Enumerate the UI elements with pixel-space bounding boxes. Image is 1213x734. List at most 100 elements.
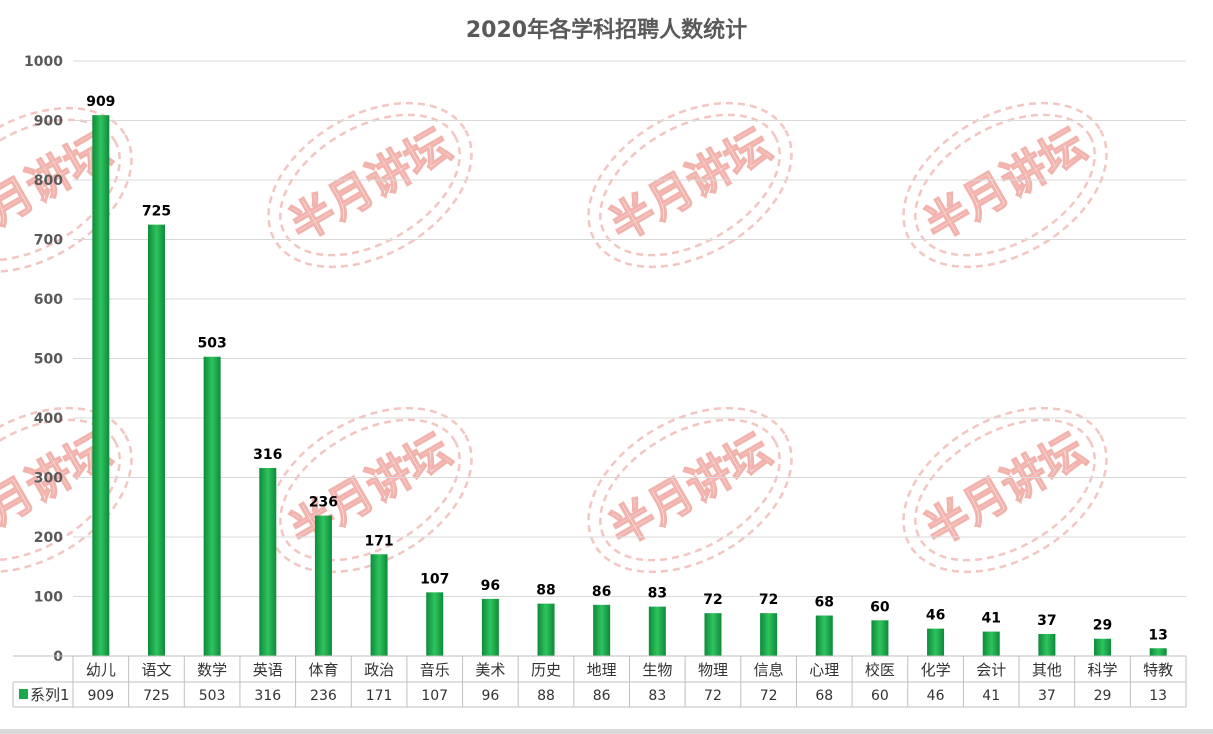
data-label: 68 — [815, 595, 834, 611]
bar — [259, 467, 277, 656]
table-value: 83 — [648, 688, 666, 704]
x-category-label: 心理 — [809, 661, 839, 679]
x-category-label: 英语 — [253, 661, 283, 679]
watermark-text: 半月讲坛 — [916, 119, 1094, 251]
watermark-ring — [902, 406, 1108, 574]
data-table: 幼儿 909 语文 725 数学 503 英语 316 体育 236 政治 171 音乐 107 美术 96 历… — [12, 655, 1187, 708]
table-value: 72 — [760, 688, 778, 704]
x-category-label: 化学 — [921, 661, 951, 679]
y-tick-label: 500 — [34, 352, 63, 368]
x-category-label: 美术 — [475, 661, 505, 679]
watermark-stamp: 半月讲坛 — [902, 406, 1108, 574]
table-value: 88 — [537, 688, 555, 704]
bar — [1094, 638, 1112, 656]
bar — [760, 613, 778, 656]
table-value: 60 — [871, 688, 889, 704]
data-label: 503 — [198, 336, 227, 352]
x-category-label: 音乐 — [420, 661, 450, 679]
x-category-label: 数学 — [197, 661, 227, 679]
table-value: 72 — [704, 688, 722, 704]
x-category-label: 历史 — [531, 661, 561, 679]
bar — [982, 631, 1000, 656]
x-category-label: 其他 — [1032, 661, 1062, 679]
y-tick-label: 300 — [34, 471, 63, 487]
y-tick-label: 700 — [34, 233, 63, 249]
bar — [648, 606, 666, 656]
bar — [537, 603, 555, 656]
x-category-label: 体育 — [308, 661, 338, 679]
watermark-ring — [587, 406, 793, 574]
watermark-stamp: 半月讲坛 — [267, 101, 473, 269]
watermark-ring-inner — [599, 418, 781, 562]
data-label: 83 — [648, 586, 667, 602]
data-label: 29 — [1093, 618, 1112, 634]
data-label: 171 — [364, 533, 393, 549]
table-value: 46 — [927, 688, 945, 704]
data-label: 60 — [870, 599, 890, 615]
data-label: 725 — [142, 204, 171, 220]
watermark-ring-inner — [914, 113, 1096, 257]
bar — [1149, 648, 1167, 656]
bars — [92, 115, 1167, 656]
chart-title: 2020年各学科招聘人数统计 — [465, 18, 748, 43]
table-value: 503 — [199, 688, 226, 704]
watermark-ring-inner — [0, 118, 121, 262]
watermark-ring — [0, 406, 133, 574]
x-category-label: 特教 — [1143, 661, 1173, 679]
x-category-label: 政治 — [364, 661, 394, 679]
bar — [593, 604, 611, 656]
data-label: 46 — [926, 608, 945, 624]
watermark-ring-inner — [599, 113, 781, 257]
y-tick-label: 600 — [34, 292, 63, 308]
watermark-stamp: 半月讲坛 — [0, 106, 133, 274]
table-value: 725 — [143, 688, 170, 704]
data-label: 107 — [420, 571, 449, 587]
watermark-stamp: 半月讲坛 — [587, 406, 793, 574]
legend-series-name: 系列1 — [30, 686, 70, 704]
bar — [704, 613, 722, 656]
bar — [203, 356, 221, 656]
table-value: 68 — [815, 688, 833, 704]
legend-swatch — [19, 689, 28, 699]
bar — [871, 620, 889, 656]
bar — [1038, 633, 1056, 656]
data-label: 236 — [309, 495, 338, 511]
bar — [370, 554, 388, 656]
y-tick-label: 800 — [34, 173, 63, 189]
watermark-stamp: 半月讲坛 — [902, 101, 1108, 269]
table-value: 107 — [421, 688, 448, 704]
data-label: 86 — [592, 584, 611, 600]
y-tick-label: 100 — [34, 590, 63, 606]
table-value: 29 — [1094, 688, 1112, 704]
data-label: 41 — [981, 611, 1000, 627]
watermark-ring-inner — [279, 418, 461, 562]
x-category-label: 会计 — [976, 661, 1006, 679]
watermark-ring-inner — [914, 418, 1096, 562]
watermark-ring — [902, 101, 1108, 269]
table-value: 41 — [982, 688, 1000, 704]
x-category-label: 信息 — [754, 661, 784, 679]
bar — [314, 515, 332, 656]
data-label: 96 — [481, 578, 500, 594]
bar — [481, 598, 499, 656]
table-value: 171 — [366, 688, 393, 704]
y-tick-label: 0 — [53, 649, 63, 665]
data-label: 909 — [86, 94, 115, 110]
table-value: 86 — [593, 688, 611, 704]
table-value: 96 — [481, 688, 499, 704]
y-axis: 0 100 200 300 400 500 600 700 800 900 1000 — [24, 54, 63, 665]
bar — [927, 628, 945, 656]
data-label: 37 — [1037, 613, 1056, 629]
y-tick-label: 900 — [34, 114, 63, 130]
x-category-label: 幼儿 — [86, 661, 116, 679]
y-tick-label: 200 — [34, 530, 63, 546]
watermark-ring-inner — [279, 113, 461, 257]
x-category-label: 物理 — [698, 661, 728, 679]
watermark-text: 半月讲坛 — [601, 119, 779, 251]
y-tick-label: 400 — [34, 411, 63, 427]
data-label: 72 — [703, 592, 722, 608]
data-label: 72 — [759, 592, 778, 608]
bar — [147, 224, 165, 656]
